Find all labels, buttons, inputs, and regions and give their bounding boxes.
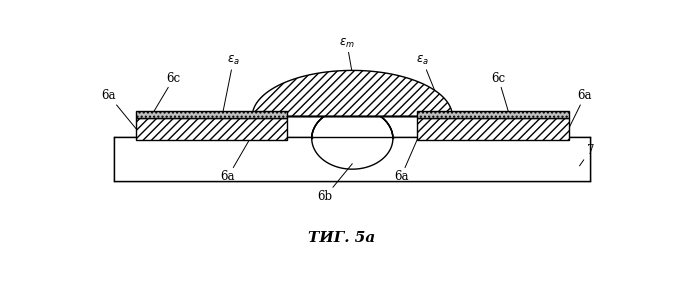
Bar: [417, 111, 569, 118]
Bar: [114, 137, 591, 181]
Text: 6a: 6a: [221, 140, 250, 183]
Text: 6c: 6c: [152, 72, 181, 114]
Text: 6a: 6a: [102, 89, 136, 129]
Text: $\varepsilon_a$: $\varepsilon_a$: [223, 54, 239, 114]
Text: 7: 7: [579, 144, 594, 166]
Bar: [417, 118, 569, 140]
Text: 6c: 6c: [491, 72, 510, 114]
Polygon shape: [252, 70, 452, 117]
Polygon shape: [312, 108, 393, 169]
Text: $\varepsilon_m$: $\varepsilon_m$: [339, 36, 355, 74]
Text: $\varepsilon_a$: $\varepsilon_a$: [416, 54, 445, 114]
Bar: [114, 137, 591, 181]
Text: 6a: 6a: [394, 140, 417, 183]
Text: ΤИГ. 5a: ΤИГ. 5a: [308, 231, 375, 245]
Bar: [136, 118, 288, 140]
Text: 6a: 6a: [569, 89, 592, 129]
Bar: [136, 111, 288, 118]
Text: 6b: 6b: [318, 164, 352, 203]
